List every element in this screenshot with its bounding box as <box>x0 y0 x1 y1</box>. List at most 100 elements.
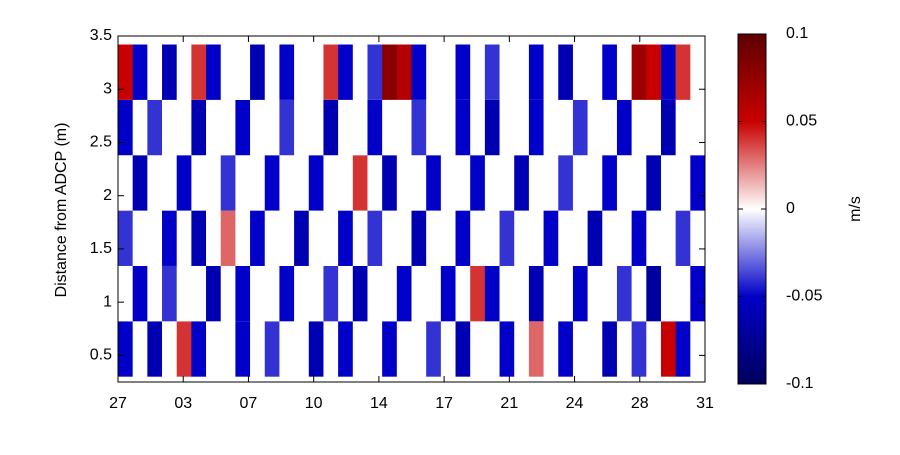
cell <box>235 321 251 377</box>
cell <box>426 265 442 322</box>
x-tick-label: 14 <box>370 395 388 412</box>
cell <box>675 321 691 377</box>
cell <box>118 265 133 322</box>
x-tick-label: 28 <box>631 395 649 412</box>
cell <box>176 321 192 377</box>
cell <box>470 44 486 100</box>
cell <box>602 265 618 322</box>
cell <box>660 321 676 377</box>
cell <box>352 99 368 156</box>
cell <box>294 99 310 156</box>
cell <box>660 155 676 211</box>
colorbar-tick-label: -0.1 <box>786 375 814 392</box>
y-tick-label: 1 <box>103 293 112 310</box>
cell <box>587 321 603 377</box>
cell <box>382 155 398 211</box>
cell <box>616 44 632 100</box>
cell <box>338 321 354 377</box>
cell <box>543 155 559 211</box>
cell <box>528 210 544 266</box>
cell <box>323 99 339 156</box>
cell <box>411 99 427 156</box>
cell <box>646 44 662 100</box>
cell <box>514 265 530 322</box>
cell <box>602 99 618 156</box>
cell <box>176 210 192 266</box>
cell <box>279 155 295 211</box>
cell <box>279 210 295 266</box>
cell <box>631 210 647 266</box>
cell <box>338 265 354 322</box>
x-tick-label: 27 <box>109 395 127 412</box>
cell <box>616 155 632 211</box>
cell <box>338 99 354 156</box>
cell <box>352 265 368 322</box>
cell <box>162 44 177 100</box>
cell <box>690 155 706 211</box>
colorbar-tick-label: 0.05 <box>786 113 817 130</box>
cell <box>616 321 632 377</box>
cell <box>426 321 442 377</box>
cell <box>118 99 133 156</box>
cell <box>235 210 251 266</box>
cell <box>396 321 412 377</box>
cell <box>646 265 662 322</box>
cell <box>308 99 324 156</box>
cell <box>264 155 280 211</box>
cell <box>382 321 398 377</box>
cell <box>220 44 236 100</box>
cell <box>162 321 177 377</box>
cell <box>470 99 486 156</box>
cell <box>411 44 427 100</box>
cell <box>587 99 603 156</box>
cell <box>455 99 471 156</box>
cell <box>367 210 383 266</box>
cell <box>132 155 148 211</box>
cell <box>308 44 324 100</box>
cell <box>235 99 251 156</box>
cell <box>367 44 383 100</box>
cell <box>147 321 163 377</box>
cell <box>250 265 266 322</box>
cell <box>352 210 368 266</box>
cell <box>616 99 632 156</box>
cell <box>264 99 280 156</box>
cell <box>235 155 251 211</box>
cell <box>220 321 236 377</box>
cell <box>338 44 354 100</box>
cell <box>499 210 515 266</box>
cell <box>528 155 544 211</box>
cell <box>147 265 163 322</box>
cell <box>587 44 603 100</box>
cell <box>411 210 427 266</box>
cell <box>675 155 691 211</box>
cell <box>587 210 603 266</box>
cell <box>455 210 471 266</box>
cell <box>162 210 177 266</box>
cell <box>220 265 236 322</box>
cell <box>572 99 588 156</box>
cell <box>220 155 236 211</box>
cell <box>264 321 280 377</box>
cell <box>279 265 295 322</box>
cell <box>308 210 324 266</box>
x-tick-label: 24 <box>566 395 584 412</box>
cell <box>514 321 530 377</box>
cell <box>470 321 486 377</box>
cell <box>176 155 192 211</box>
cell <box>220 210 236 266</box>
cell <box>147 155 163 211</box>
cell <box>587 265 603 322</box>
cell <box>250 210 266 266</box>
cell <box>426 99 442 156</box>
cell <box>382 210 398 266</box>
cell <box>514 210 530 266</box>
x-tick-label: 31 <box>696 395 714 412</box>
y-axis-label: Distance from ADCP (m) <box>53 123 70 298</box>
cell <box>235 44 251 100</box>
cell <box>176 44 192 100</box>
x-tick-label: 21 <box>500 395 518 412</box>
cell <box>602 44 618 100</box>
cell <box>367 155 383 211</box>
